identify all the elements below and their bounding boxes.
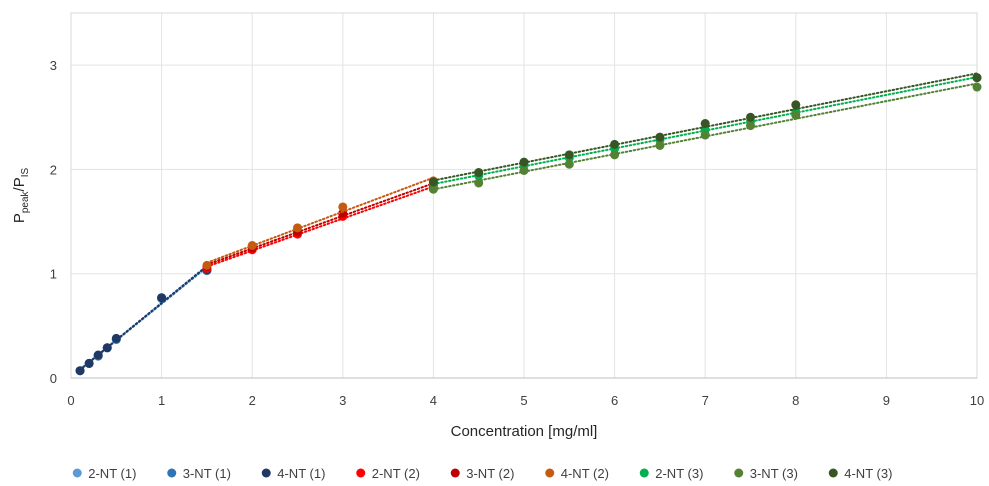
data-point: [428, 184, 438, 194]
trendline: [205, 185, 435, 268]
data-point: [519, 157, 529, 167]
legend-item: 3-NT (3): [734, 466, 798, 481]
y-tick-label: 0: [50, 371, 57, 386]
x-tick-label: 8: [792, 393, 799, 408]
legend-marker: [545, 468, 555, 478]
legend-label: 2-NT (1): [88, 466, 136, 481]
legend-item: 3-NT (1): [167, 466, 231, 481]
legend-item: 3-NT (2): [450, 466, 514, 481]
legend-label: 3-NT (3): [750, 466, 798, 481]
series-4-NT (3): [428, 72, 982, 187]
y-axis-title-sub1: peak: [20, 190, 31, 213]
x-axis-title: Concentration [mg/ml]: [451, 423, 598, 440]
legend-item: 2-NT (2): [356, 466, 420, 481]
y-axis-title-sep: /P: [11, 177, 28, 191]
series-3-NT (3): [428, 82, 982, 194]
data-point: [93, 350, 103, 360]
x-tick-label: 1: [158, 393, 165, 408]
data-point: [102, 343, 112, 353]
y-tick-label: 1: [50, 267, 57, 282]
legend-marker: [167, 468, 177, 478]
x-tick-label: 10: [970, 393, 984, 408]
data-point: [791, 110, 801, 120]
data-point: [972, 82, 982, 92]
data-point: [519, 165, 529, 175]
data-point: [111, 333, 121, 343]
legend-item: 4-NT (2): [545, 466, 609, 481]
data-point: [655, 140, 665, 150]
x-tick-label: 9: [883, 393, 890, 408]
x-tick-label: 3: [339, 393, 346, 408]
x-tick-label: 2: [249, 393, 256, 408]
x-tick-label: 4: [430, 393, 437, 408]
y-tick-label: 3: [50, 58, 57, 73]
data-point: [247, 241, 257, 251]
data-point: [75, 366, 85, 376]
y-axis-title: Ppeak/PIS: [11, 168, 31, 224]
legend-label: 3-NT (2): [466, 466, 514, 481]
legend-label: 3-NT (1): [183, 466, 231, 481]
data-point: [655, 132, 665, 142]
data-point: [700, 130, 710, 140]
data-point: [746, 121, 755, 131]
tick-labels: 0 1 2 3 4 5 6 7 8 9 10 0 1 2 3: [50, 58, 984, 408]
legend-item: 4-NT (3): [828, 466, 892, 481]
series-2-NT (2): [202, 183, 438, 273]
data-point: [791, 100, 801, 110]
data-point: [202, 260, 212, 270]
legend-marker: [734, 468, 744, 478]
data-point: [564, 150, 574, 160]
data-point: [610, 150, 620, 160]
series-layer: [75, 72, 982, 376]
legend-label: 4-NT (3): [844, 466, 892, 481]
x-tick-label: 7: [702, 393, 709, 408]
y-axis-title-sub2: IS: [20, 168, 31, 178]
legend-marker: [356, 468, 366, 478]
legend-label: 2-NT (3): [655, 466, 703, 481]
data-point: [564, 159, 574, 169]
data-point: [972, 73, 982, 83]
legend-label: 4-NT (1): [277, 466, 325, 481]
data-point: [293, 223, 302, 233]
data-point: [84, 358, 94, 368]
y-tick-label: 2: [50, 162, 57, 177]
data-point: [746, 112, 755, 122]
y-axis-title-main: P: [11, 213, 28, 223]
x-tick-label: 5: [520, 393, 527, 408]
data-point: [157, 293, 167, 303]
data-point: [428, 177, 438, 187]
data-point: [338, 202, 348, 212]
trendline: [205, 176, 435, 264]
series-4-NT (1): [75, 264, 212, 376]
legend-label: 4-NT (2): [561, 466, 609, 481]
grid: [71, 13, 978, 378]
legend-marker: [828, 468, 838, 478]
legend: 2-NT (1) 3-NT (1) 4-NT (1) 2-NT (2) 3-NT (2)…: [72, 466, 892, 481]
data-point: [474, 178, 484, 188]
legend-marker: [72, 468, 82, 478]
legend-marker: [450, 468, 460, 478]
x-tick-label: 0: [67, 393, 74, 408]
legend-label: 2-NT (2): [372, 466, 420, 481]
legend-marker: [639, 468, 649, 478]
legend-item: 4-NT (1): [261, 466, 325, 481]
data-point: [700, 119, 710, 129]
axes: [70, 12, 978, 379]
data-point: [610, 139, 620, 149]
legend-marker: [261, 468, 271, 478]
legend-item: 2-NT (1): [72, 466, 136, 481]
data-point: [474, 168, 484, 178]
trendline: [205, 182, 435, 266]
x-tick-label: 6: [611, 393, 618, 408]
legend-item: 2-NT (3): [639, 466, 703, 481]
